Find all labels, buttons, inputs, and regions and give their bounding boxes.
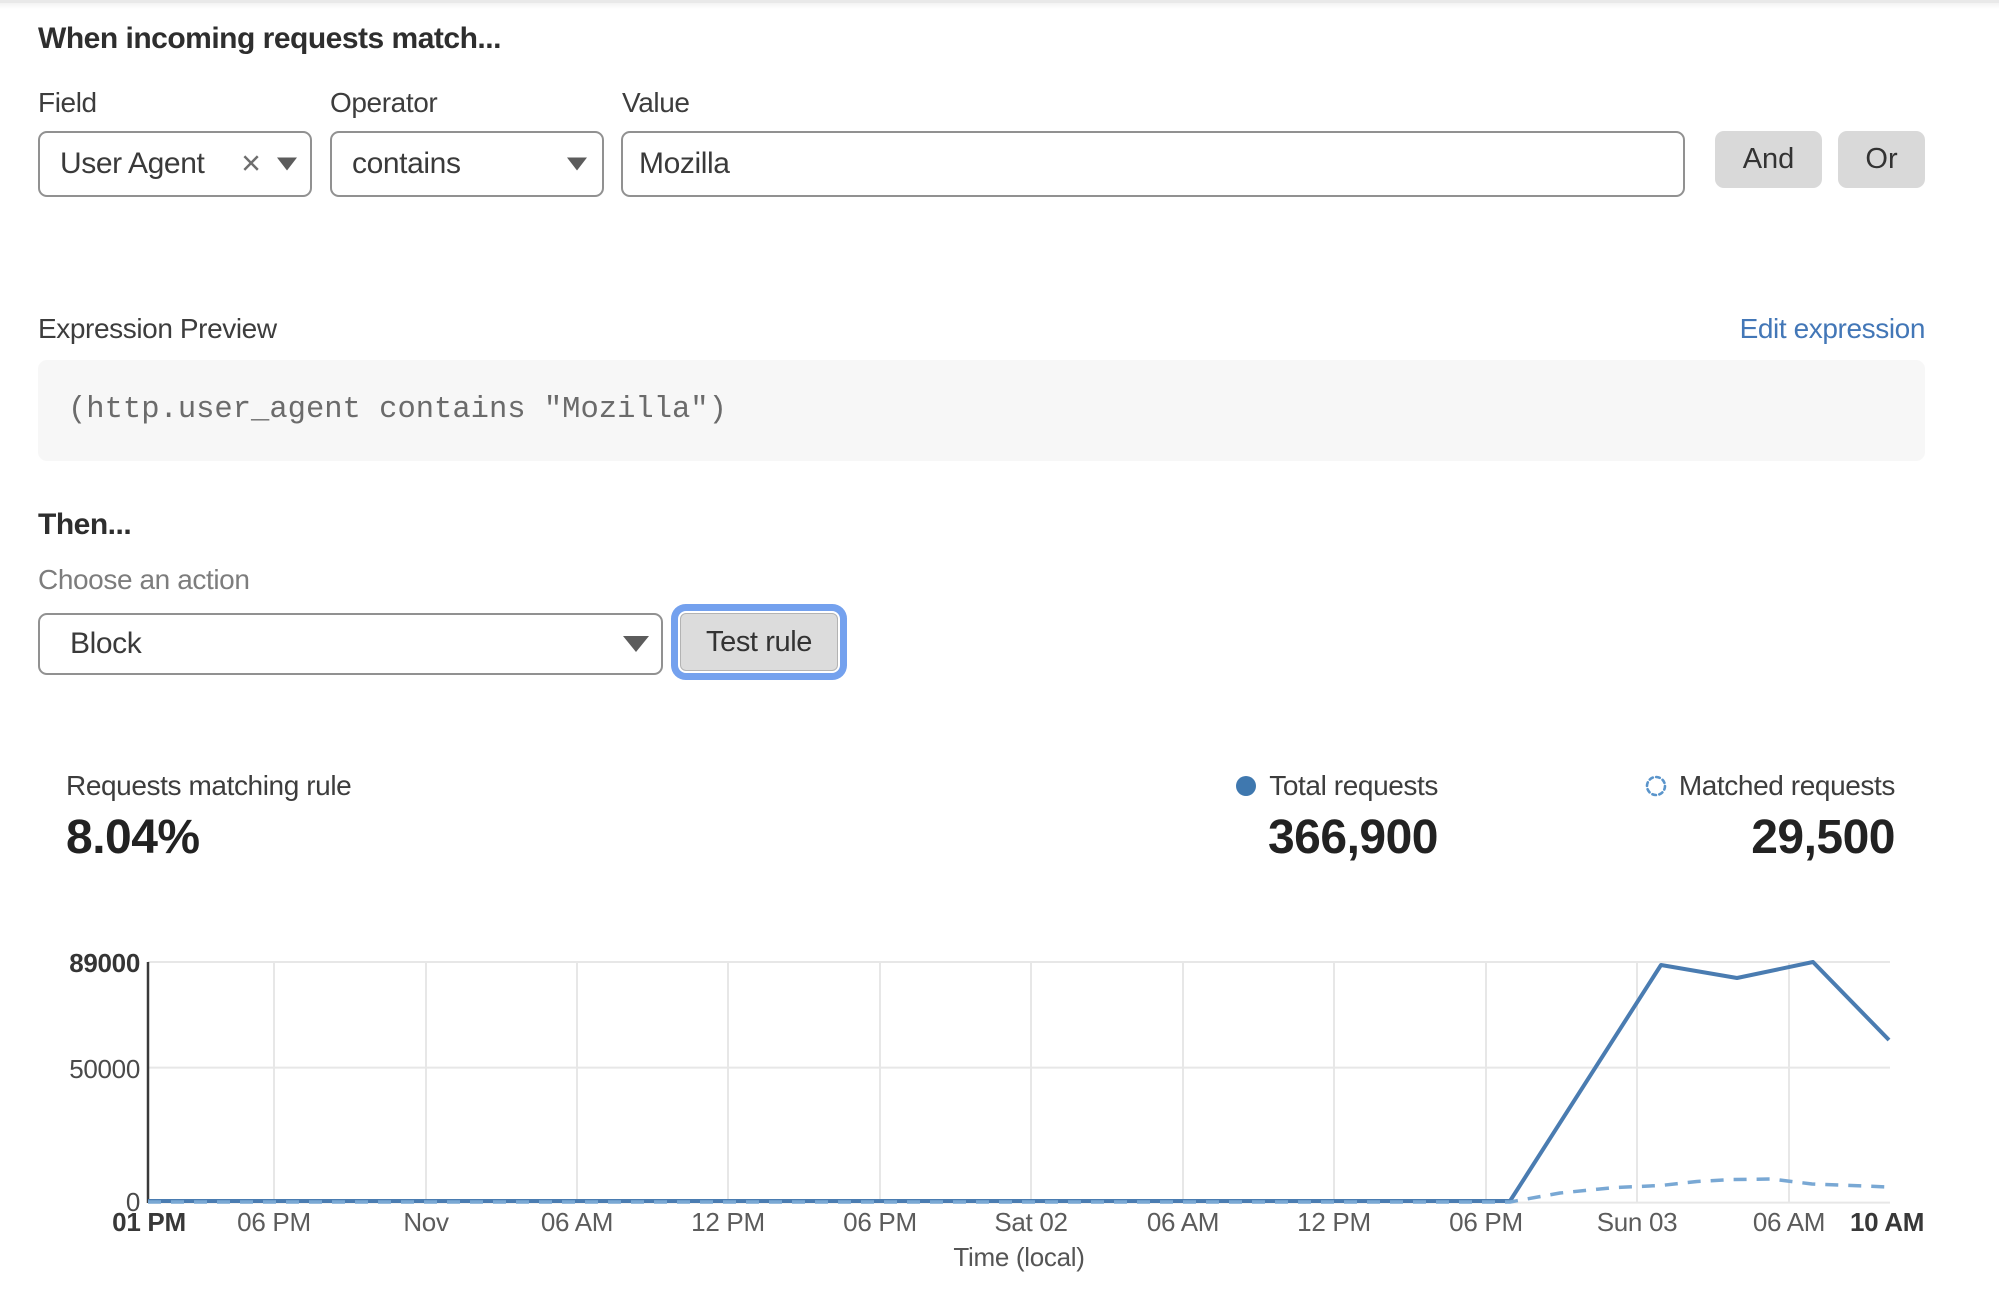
svg-text:89000: 89000 [69, 948, 140, 978]
svg-text:06 PM: 06 PM [1449, 1207, 1523, 1237]
svg-text:06 PM: 06 PM [237, 1207, 311, 1237]
svg-text:10 AM: 10 AM [1850, 1207, 1924, 1237]
svg-text:Sat 02: Sat 02 [994, 1207, 1067, 1237]
svg-text:06 PM: 06 PM [843, 1207, 917, 1237]
svg-text:Sun 03: Sun 03 [1597, 1207, 1678, 1237]
svg-text:50000: 50000 [69, 1054, 140, 1084]
svg-text:12 PM: 12 PM [691, 1207, 765, 1237]
svg-text:06 AM: 06 AM [1753, 1207, 1825, 1237]
svg-text:01 PM: 01 PM [112, 1207, 186, 1237]
svg-text:Nov: Nov [403, 1207, 449, 1237]
svg-text:Time (local): Time (local) [953, 1242, 1084, 1272]
svg-text:0: 0 [126, 1187, 140, 1217]
svg-text:06 AM: 06 AM [1147, 1207, 1219, 1237]
svg-text:12 PM: 12 PM [1297, 1207, 1371, 1237]
svg-text:06 AM: 06 AM [541, 1207, 613, 1237]
